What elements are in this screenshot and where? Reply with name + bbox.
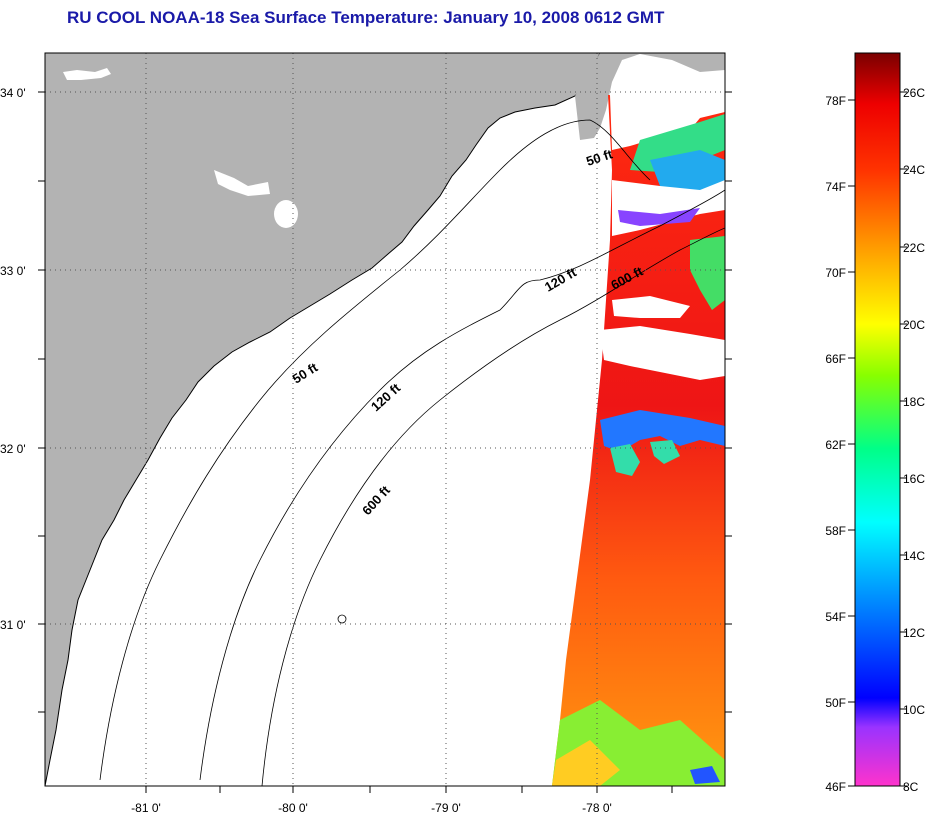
lon-label: -78 0' [582, 801, 612, 815]
graticule [45, 53, 725, 786]
contour-600ft [261, 227, 725, 786]
colorbar-c-label: 12C [903, 626, 925, 640]
colorbar-f-label: 78F [825, 94, 846, 108]
lat-label: 34 0' [0, 86, 26, 100]
axis-ticks [38, 91, 732, 793]
colorbar-f-label: 54F [825, 610, 846, 624]
colorbar-c-label: 14C [903, 549, 925, 563]
colorbar-f-label: 62F [825, 438, 846, 452]
colorbar: 78F 74F 70F 66F 62F 58F 54F 50F 46F 26C … [825, 52, 925, 794]
inland-water [63, 68, 111, 80]
colorbar-c-label: 20C [903, 318, 925, 332]
colorbar-f-label: 66F [825, 352, 846, 366]
colorbar-f-label: 50F [825, 696, 846, 710]
colorbar-c-label: 26C [903, 86, 925, 100]
colorbar-c-label: 24C [903, 163, 925, 177]
lat-label: 33 0' [0, 264, 26, 278]
lon-label: -80 0' [278, 801, 308, 815]
inland-water [274, 200, 298, 228]
map-border [44, 52, 726, 787]
inland-water [214, 170, 270, 196]
contour-120ft [199, 189, 725, 781]
colorbar-f-label: 46F [825, 780, 846, 794]
colorbar-c-label: 18C [903, 395, 925, 409]
colorbar-c-label: 16C [903, 472, 925, 486]
lon-label: -81 0' [131, 801, 161, 815]
lat-label: 31 0' [0, 618, 26, 632]
map-title: RU COOL NOAA-18 Sea Surface Temperature:… [67, 8, 665, 27]
lon-label: -79 0' [431, 801, 461, 815]
colorbar-c-label: 10C [903, 703, 925, 717]
colorbar-c-label: 22C [903, 241, 925, 255]
contour-50ft [99, 119, 651, 781]
colorbar-f-label: 74F [825, 180, 846, 194]
map-area: 50 ft 120 ft 600 ft 50 ft 120 ft 600 ft [45, 53, 725, 786]
colorbar-f-label: 58F [825, 524, 846, 538]
land-mass [45, 53, 601, 786]
colorbar-f-label: 70F [825, 266, 846, 280]
lat-label: 32 0' [0, 442, 26, 456]
colorbar-gradient [854, 52, 901, 787]
colorbar-c-label: 8C [903, 780, 919, 794]
